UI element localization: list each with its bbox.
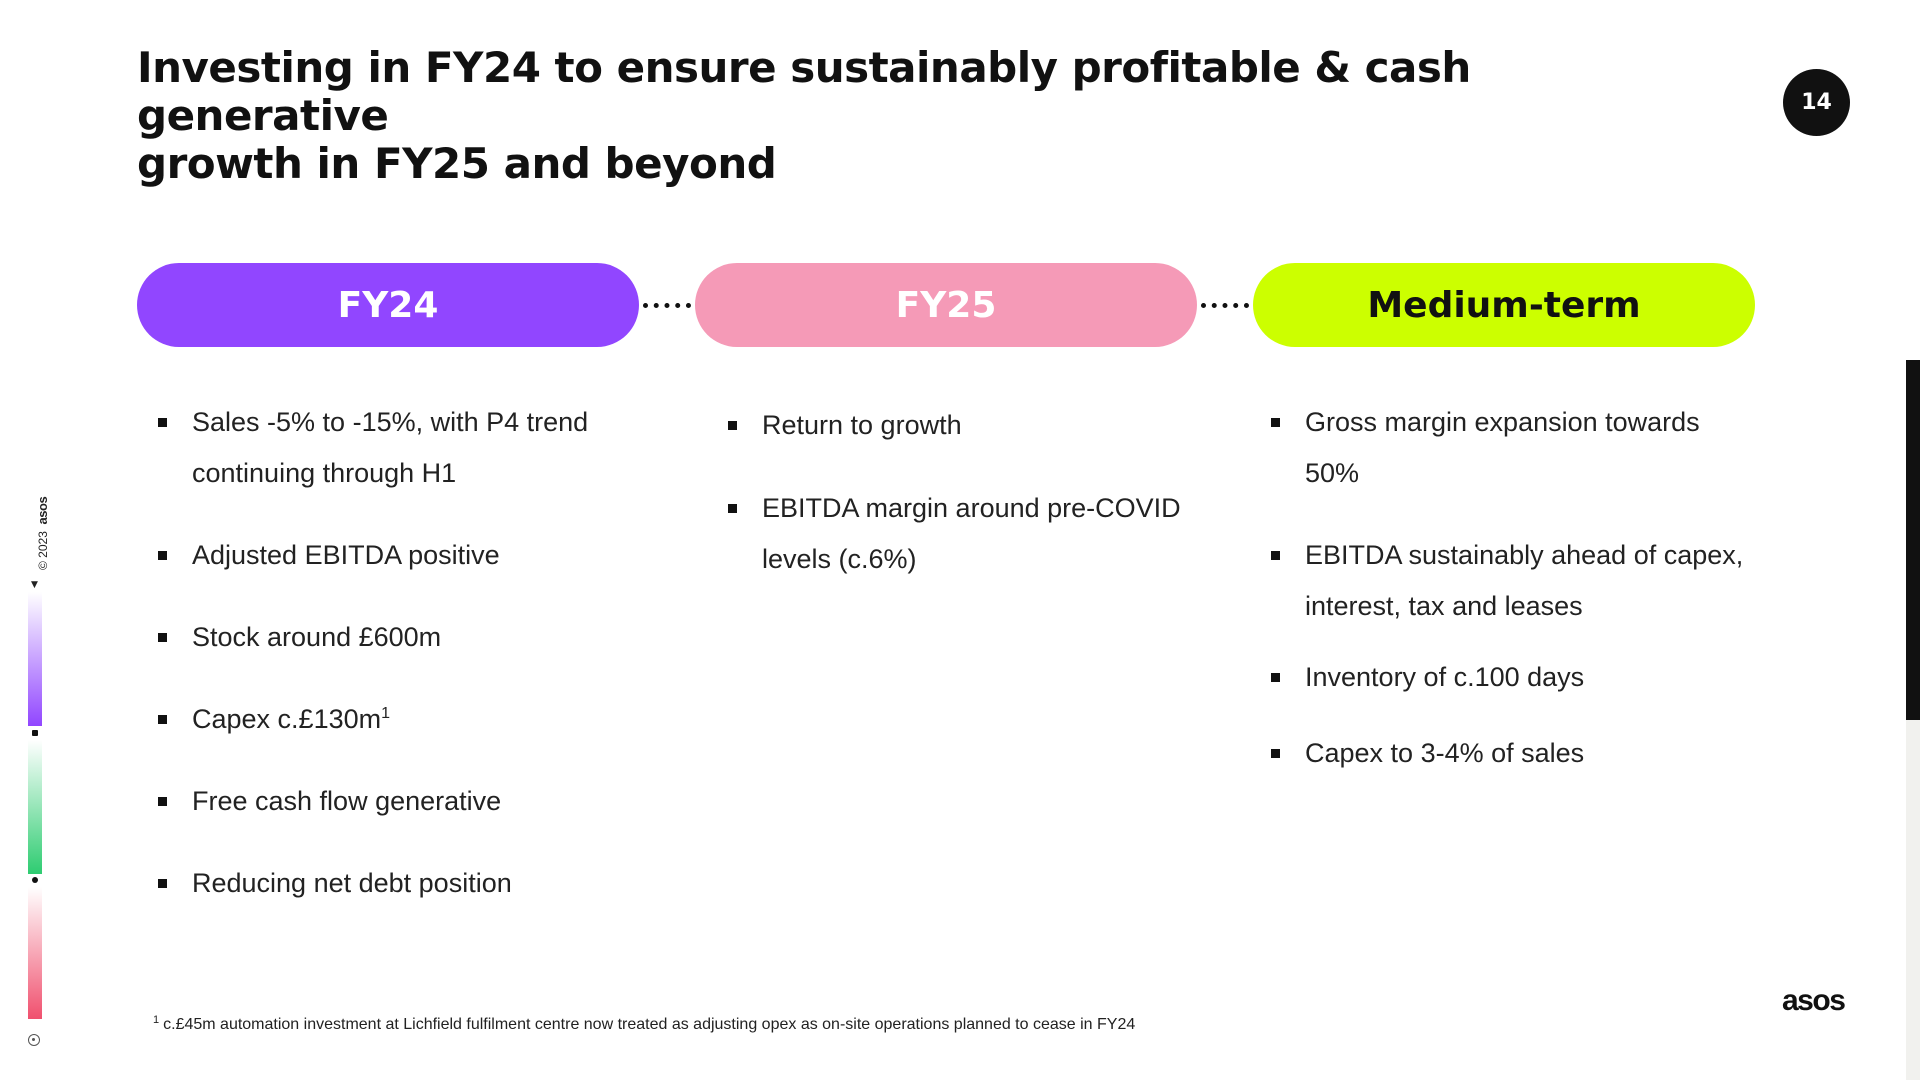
side-logo-text: asos bbox=[35, 496, 50, 525]
list-item: EBITDA sustainably ahead of capex, inter… bbox=[1250, 530, 1750, 632]
list-item-text: Sales -5% to -15%, with P4 trend continu… bbox=[192, 407, 589, 488]
medium-term-pill: Medium-term bbox=[1253, 263, 1755, 347]
list-item: Return to growth bbox=[707, 400, 1187, 451]
fy24-pill: FY24 bbox=[137, 263, 639, 347]
pink-gradient-bar bbox=[28, 887, 42, 1019]
list-item: Capex c.£130m1 bbox=[137, 694, 607, 745]
list-item: Free cash flow generative bbox=[137, 776, 607, 827]
list-item-text: Stock around £600m bbox=[192, 622, 442, 652]
triangle-down-icon: ▼ bbox=[31, 580, 38, 590]
target-icon bbox=[28, 1034, 40, 1046]
list-item-text: EBITDA sustainably ahead of capex, inter… bbox=[1305, 540, 1744, 621]
bullet-icon bbox=[1271, 673, 1280, 682]
right-edge-strip bbox=[1906, 720, 1920, 1080]
bullet-icon bbox=[158, 797, 167, 806]
footnote-text: c.£45m automation investment at Lichfiel… bbox=[163, 1016, 1136, 1033]
list-item-text: Adjusted EBITDA positive bbox=[192, 540, 500, 570]
fy25-pill: FY25 bbox=[695, 263, 1197, 347]
list-item-text: Reducing net debt position bbox=[192, 868, 512, 898]
list-item-text: EBITDA margin around pre-COVID levels (c… bbox=[762, 493, 1181, 574]
list-item: Gross margin expansion towards 50% bbox=[1250, 397, 1750, 499]
bullet-icon bbox=[1271, 551, 1280, 560]
bullet-icon bbox=[728, 504, 737, 513]
footnote-marker: 1 bbox=[153, 1013, 160, 1026]
list-item: Adjusted EBITDA positive bbox=[137, 530, 607, 581]
slide-title-line-1: Investing in FY24 to ensure sustainably … bbox=[137, 43, 1471, 140]
footnote: 1 c.£45m automation investment at Lichfie… bbox=[153, 1013, 1136, 1034]
list-item: Sales -5% to -15%, with P4 trend continu… bbox=[137, 397, 607, 499]
bullet-icon bbox=[158, 551, 167, 560]
page-number-badge: 14 bbox=[1783, 69, 1850, 136]
asos-logo: asos bbox=[1782, 984, 1846, 1017]
list-item: Reducing net debt position bbox=[137, 858, 607, 909]
bullet-icon bbox=[158, 879, 167, 888]
copyright-text: © 2023 bbox=[36, 531, 50, 570]
list-item: Inventory of c.100 days bbox=[1250, 652, 1750, 703]
slide-title: Investing in FY24 to ensure sustainably … bbox=[137, 44, 1617, 188]
list-item-text: Return to growth bbox=[762, 410, 962, 440]
list-item-text: Capex to 3-4% of sales bbox=[1305, 738, 1585, 768]
purple-gradient-bar bbox=[28, 592, 42, 726]
side-copyright: © 2023 asos bbox=[35, 497, 50, 570]
bullet-icon bbox=[158, 418, 167, 427]
bullet-icon bbox=[158, 633, 167, 642]
right-edge-bar bbox=[1906, 360, 1920, 720]
marker-dot-icon bbox=[32, 730, 38, 736]
list-item-text: Gross margin expansion towards 50% bbox=[1305, 407, 1700, 488]
medium-term-list: Gross margin expansion towards 50% EBITD… bbox=[1250, 397, 1750, 779]
fy24-list: Sales -5% to -15%, with P4 trend continu… bbox=[137, 397, 607, 909]
bullet-icon bbox=[1271, 418, 1280, 427]
dotted-connector-2 bbox=[1201, 303, 1249, 308]
footnote-marker: 1 bbox=[381, 705, 391, 722]
bullet-icon bbox=[158, 715, 167, 724]
dotted-connector-1 bbox=[643, 303, 691, 308]
bullet-icon bbox=[728, 421, 737, 430]
green-gradient-bar bbox=[28, 740, 42, 874]
list-item-text: Capex c.£130m bbox=[192, 704, 382, 734]
list-item-text: Free cash flow generative bbox=[192, 786, 502, 816]
marker-dot-icon bbox=[32, 877, 38, 883]
list-item: Capex to 3-4% of sales bbox=[1250, 728, 1750, 779]
list-item: EBITDA margin around pre-COVID levels (c… bbox=[707, 483, 1187, 585]
list-item-text: Inventory of c.100 days bbox=[1305, 662, 1585, 692]
slide-title-line-2: growth in FY25 and beyond bbox=[137, 139, 777, 188]
list-item: Stock around £600m bbox=[137, 612, 607, 663]
fy25-list: Return to growth EBITDA margin around pr… bbox=[707, 400, 1187, 585]
bullet-icon bbox=[1271, 749, 1280, 758]
